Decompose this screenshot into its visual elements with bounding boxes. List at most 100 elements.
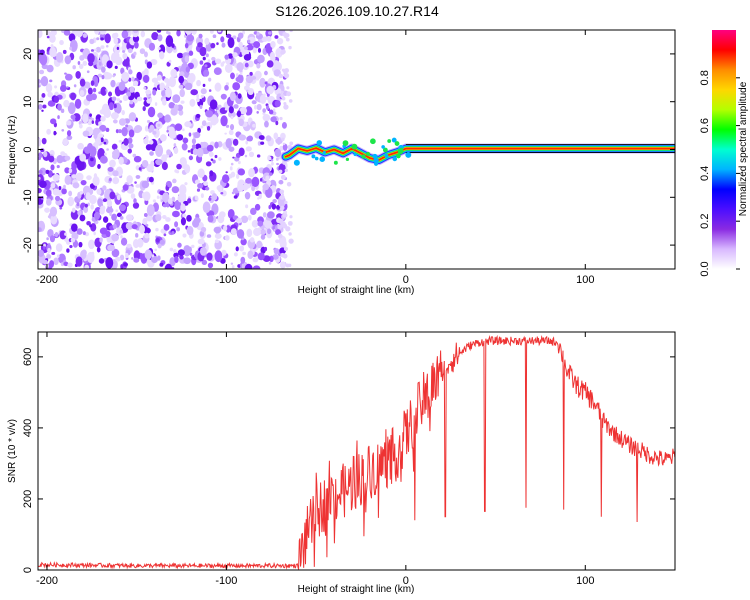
noise-speck — [79, 78, 86, 87]
noise-speck — [87, 87, 93, 95]
noise-speck — [197, 127, 202, 134]
noise-speck — [237, 93, 242, 99]
noise-speck — [163, 77, 170, 83]
noise-speck — [270, 40, 276, 49]
noise-speck — [59, 40, 64, 46]
noise-speck — [112, 223, 117, 230]
noise-speck — [184, 30, 193, 35]
noise-speck — [164, 263, 173, 269]
noise-speck — [214, 154, 218, 159]
noise-speck — [87, 202, 90, 207]
noise-speck — [84, 203, 88, 208]
noise-speck — [100, 116, 106, 122]
noise-speck — [59, 206, 63, 210]
noise-speck — [109, 74, 113, 78]
noise-speck — [257, 220, 264, 227]
noise-speck — [187, 149, 191, 153]
noise-speck — [80, 249, 87, 260]
noise-speck — [39, 180, 47, 188]
noise-speck — [45, 83, 53, 93]
noise-speck — [232, 82, 241, 91]
noise-speck — [184, 82, 193, 91]
noise-speck — [287, 220, 293, 226]
noise-speck — [140, 30, 146, 38]
noise-speck — [125, 214, 134, 221]
noise-speck — [107, 244, 116, 252]
noise-speck — [252, 123, 256, 128]
noise-speck — [199, 246, 207, 256]
noise-speck — [250, 207, 257, 216]
noise-speck — [89, 38, 95, 45]
noise-speck — [159, 262, 164, 267]
noise-speck — [86, 94, 94, 102]
noise-speck — [252, 265, 261, 269]
noise-speck — [147, 106, 156, 118]
noise-speck — [99, 124, 107, 132]
noise-speck — [245, 204, 249, 209]
noise-speck — [184, 121, 192, 128]
noise-speck — [118, 118, 127, 126]
noise-speck — [63, 30, 71, 36]
noise-speck — [151, 32, 159, 41]
noise-speck — [60, 108, 65, 113]
noise-speck — [194, 195, 199, 201]
noise-speck — [94, 30, 100, 35]
noise-speck — [243, 46, 248, 50]
noise-speck — [214, 82, 222, 92]
signal-speck — [311, 154, 316, 159]
noise-speck — [138, 167, 142, 171]
noise-speck — [99, 227, 108, 235]
snr-y-tick-label: 200 — [22, 490, 34, 508]
noise-speck — [98, 121, 102, 126]
noise-speck — [238, 41, 243, 49]
noise-speck — [242, 251, 247, 256]
noise-speck — [224, 63, 233, 74]
noise-speck — [243, 54, 252, 61]
noise-speck — [278, 179, 284, 185]
noise-speck — [39, 69, 45, 75]
noise-speck — [112, 170, 119, 177]
noise-speck — [233, 252, 238, 257]
noise-speck — [289, 141, 294, 146]
noise-speck — [190, 89, 198, 96]
noise-speck — [96, 188, 102, 195]
noise-speck — [122, 52, 128, 60]
noise-speck — [178, 84, 184, 89]
snr-x-tick-label: 100 — [576, 575, 594, 587]
noise-speck — [128, 143, 134, 149]
signal-speck — [372, 153, 378, 159]
noise-speck — [166, 30, 169, 35]
signal-speck — [351, 143, 358, 150]
noise-speck — [236, 229, 245, 239]
noise-speck — [95, 136, 101, 146]
noise-speck — [46, 64, 54, 73]
noise-speck — [180, 217, 187, 226]
noise-speck — [45, 169, 50, 175]
noise-speck — [202, 83, 206, 87]
noise-speck — [38, 138, 42, 146]
noise-speck — [49, 235, 56, 243]
noise-speck — [159, 51, 165, 60]
noise-speck — [70, 92, 77, 101]
noise-speck — [244, 191, 251, 200]
noise-speck — [52, 173, 60, 182]
noise-speck — [210, 114, 218, 126]
noise-speck — [217, 214, 225, 224]
noise-speck — [186, 225, 194, 236]
snr-y-ticks: 0 200 400 600 — [22, 348, 675, 573]
noise-speck — [38, 176, 41, 180]
signal-speck — [396, 153, 401, 159]
noise-speck — [64, 167, 70, 174]
noise-speck — [120, 206, 125, 212]
noise-speck — [50, 30, 57, 36]
noise-speck — [93, 127, 101, 134]
noise-speck — [197, 182, 204, 189]
noise-speck — [217, 30, 222, 33]
noise-speck — [104, 188, 113, 202]
noise-speck — [264, 70, 268, 76]
noise-speck — [50, 182, 56, 189]
noise-speck — [75, 71, 81, 79]
noise-speck — [256, 31, 260, 36]
noise-speck — [50, 214, 58, 225]
